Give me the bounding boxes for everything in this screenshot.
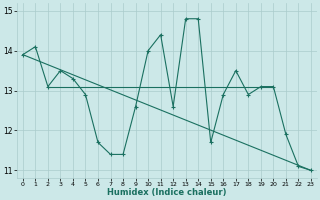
X-axis label: Humidex (Indice chaleur): Humidex (Indice chaleur) (107, 188, 227, 197)
